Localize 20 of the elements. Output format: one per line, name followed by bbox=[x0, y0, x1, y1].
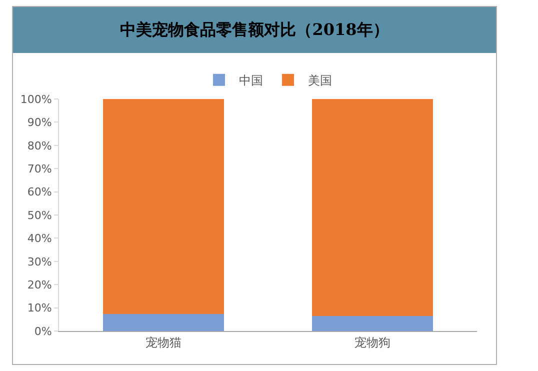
legend-label: 中国 bbox=[239, 74, 263, 88]
bar bbox=[102, 99, 224, 314]
bar bbox=[312, 99, 434, 316]
y-tick-label: 70% bbox=[27, 162, 52, 176]
y-tick-label: 20% bbox=[27, 278, 52, 292]
y-tick-label: 100% bbox=[20, 92, 52, 106]
chart-title: 中美宠物食品零售额对比（2018年） bbox=[13, 7, 496, 53]
bar bbox=[312, 316, 434, 331]
y-tick-label: 30% bbox=[27, 255, 52, 268]
y-tick-label: 10% bbox=[27, 302, 52, 315]
y-tick-label: 50% bbox=[27, 208, 52, 222]
y-tick-label: 60% bbox=[27, 186, 52, 199]
x-tick-label: 宠物狗 bbox=[354, 335, 390, 350]
legend-label: 美国 bbox=[308, 74, 332, 88]
y-tick-label: 0% bbox=[34, 324, 52, 338]
y-tick-label: 80% bbox=[27, 139, 52, 152]
y-tick-label: 40% bbox=[27, 232, 52, 246]
y-tick-label: 90% bbox=[27, 116, 52, 130]
bar bbox=[102, 314, 224, 331]
x-tick-label: 宠物猫 bbox=[146, 335, 182, 350]
